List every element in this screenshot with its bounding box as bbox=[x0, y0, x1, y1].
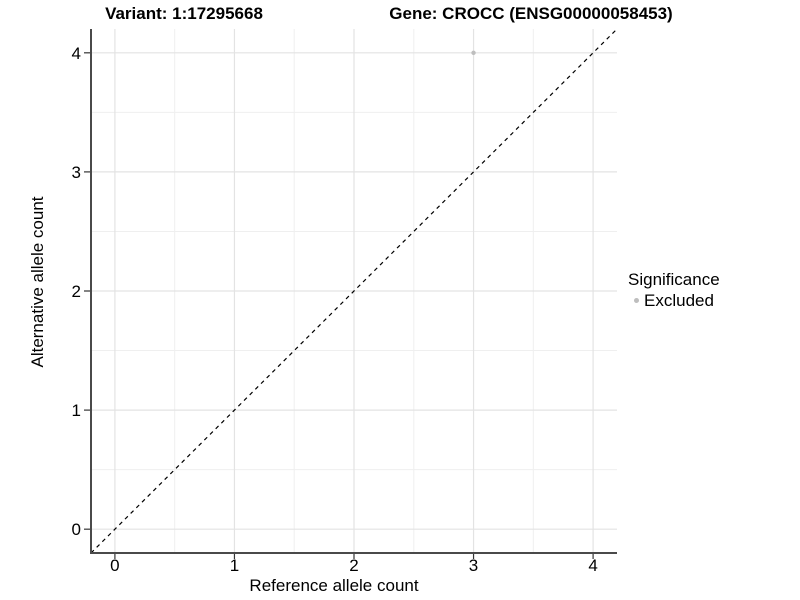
x-axis-label: Reference allele count bbox=[249, 576, 419, 595]
y-tick-label: 2 bbox=[72, 282, 81, 301]
y-tick-label: 3 bbox=[72, 163, 81, 182]
y-tick-label: 1 bbox=[72, 401, 81, 420]
legend-point-icon bbox=[634, 298, 639, 303]
variant-title: Variant: 1:17295668 bbox=[105, 4, 263, 23]
legend-item: Excluded bbox=[628, 291, 720, 310]
legend-item-label: Excluded bbox=[644, 291, 714, 310]
x-tick-label: 3 bbox=[469, 556, 478, 575]
legend-items: Excluded bbox=[628, 291, 720, 310]
x-tick-label: 0 bbox=[110, 556, 119, 575]
identity-reference-line bbox=[90, 28, 618, 554]
legend: Significance Excluded bbox=[628, 270, 720, 310]
x-tick-label: 4 bbox=[588, 556, 597, 575]
x-tick-label: 1 bbox=[230, 556, 239, 575]
data-point bbox=[471, 50, 476, 56]
y-tick-label: 0 bbox=[72, 520, 81, 539]
legend-title: Significance bbox=[628, 270, 720, 289]
gene-title: Gene: CROCC (ENSG00000058453) bbox=[389, 4, 673, 23]
y-tick-label: 4 bbox=[72, 44, 81, 63]
x-tick-label: 2 bbox=[349, 556, 358, 575]
